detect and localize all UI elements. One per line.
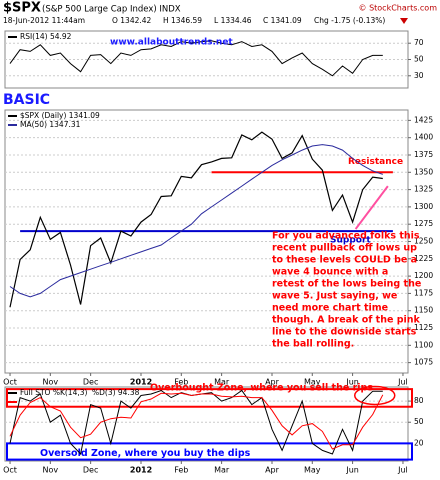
x-tick-label: Oct xyxy=(3,466,17,475)
y-tick-label: 1100 xyxy=(414,340,433,349)
y-tick-label: 70 xyxy=(414,38,424,47)
y-tick-label: 1125 xyxy=(414,323,433,332)
legend-label: %D(3) 94.38 xyxy=(92,388,140,397)
level-label: Support xyxy=(330,236,371,246)
y-tick-label: 1275 xyxy=(414,219,433,228)
series-line xyxy=(9,40,383,77)
series-line xyxy=(9,131,383,308)
zone-label: Overbought Zone, where you sell the rips xyxy=(150,383,373,394)
y-tick-label: 50 xyxy=(414,417,424,426)
legend-label: RSI(14) 54.92 xyxy=(20,32,72,41)
y-tick-label: 1400 xyxy=(414,133,433,142)
x-tick-label: Nov xyxy=(43,466,59,475)
series-line xyxy=(9,144,383,298)
annotation: the ball rolling. xyxy=(272,339,354,350)
y-tick-label: 30 xyxy=(414,71,424,80)
x-tick-label: Mar xyxy=(214,378,230,387)
y-tick-label: 1350 xyxy=(414,167,433,176)
y-tick-label: 1150 xyxy=(414,306,433,315)
annotation: need more chart time xyxy=(272,303,388,314)
annotation: For you advanced folks this xyxy=(272,231,420,242)
x-tick-label: Oct xyxy=(3,378,17,387)
x-tick-label: 2012 xyxy=(130,378,152,387)
annotation: recent pullback off lows up xyxy=(272,243,417,254)
x-tick-label: Jun xyxy=(345,378,359,387)
x-tick-label: Nov xyxy=(43,378,59,387)
y-tick-label: 1250 xyxy=(414,237,433,246)
x-tick-label: Dec xyxy=(83,378,98,387)
x-tick-label: 2012 xyxy=(130,466,152,475)
panel-frame xyxy=(4,386,409,462)
x-tick-label: Jul xyxy=(397,378,408,387)
y-tick-label: 1375 xyxy=(414,150,433,159)
x-tick-label: Dec xyxy=(83,466,98,475)
trend-line xyxy=(354,185,389,230)
zone-label: Oversold Zone, where you buy the dips xyxy=(40,448,251,459)
y-tick-label: 1075 xyxy=(414,358,433,367)
x-tick-label: Apr xyxy=(265,378,280,387)
legend-label: MA(50) 1347.31 xyxy=(20,120,81,129)
y-tick-label: 1300 xyxy=(414,202,433,211)
legend-label: Full STO %K(14,3) xyxy=(20,388,88,397)
y-tick-label: 1175 xyxy=(414,288,433,297)
y-tick-label: 50 xyxy=(414,55,424,64)
x-tick-label: May xyxy=(304,378,321,387)
legend-label: $SPX (Daily) 1341.09 xyxy=(20,111,100,120)
quote-low: L 1334.46 xyxy=(214,16,252,25)
symbol: $SPX xyxy=(3,1,41,16)
x-tick-label: Apr xyxy=(265,466,280,475)
annotation: wave 4 bounce with a xyxy=(272,267,388,278)
source: © StockCharts.com xyxy=(359,4,438,13)
y-tick-label: 1325 xyxy=(414,185,433,194)
y-tick-label: 1225 xyxy=(414,254,433,263)
series-line xyxy=(9,392,384,450)
quote-open: O 1342.42 xyxy=(112,16,152,25)
annotation: line to the downside starts xyxy=(272,327,417,338)
highlight-circle xyxy=(354,385,396,406)
y-tick-label: 1200 xyxy=(414,271,433,280)
level-label: Resistance xyxy=(348,157,403,167)
x-tick-label: Feb xyxy=(174,466,188,475)
x-tick-label: Feb xyxy=(174,378,188,387)
quote-change: Chg -1.75 (-0.13%) xyxy=(314,16,385,25)
y-tick-label: 80 xyxy=(414,396,424,405)
x-tick-label: Jul xyxy=(397,466,408,475)
x-tick-label: Jun xyxy=(345,466,359,475)
annotation: retest of the lows being the xyxy=(272,279,421,290)
annotation: wave 5. Just saying, we xyxy=(272,291,397,302)
annotation: though. A break of the pink xyxy=(272,315,421,326)
date: 18-Jun-2012 11:44am xyxy=(3,16,85,25)
down-arrow xyxy=(400,18,408,24)
y-tick-label: 20 xyxy=(414,438,424,447)
symbol-name: (S&P 500 Large Cap Index) INDX xyxy=(42,5,181,15)
quote-close: C 1341.09 xyxy=(263,16,302,25)
zone-box xyxy=(6,388,413,408)
x-tick-label: Mar xyxy=(214,466,230,475)
annotation: to these levels COULD be a xyxy=(272,255,417,266)
quote-high: H 1346.59 xyxy=(163,16,202,25)
zone-box xyxy=(6,442,413,461)
x-tick-label: May xyxy=(304,466,321,475)
annotation: www.allabouttrends.net xyxy=(110,38,233,48)
y-tick-label: 1425 xyxy=(414,115,433,124)
chart-title: BASIC xyxy=(3,92,50,108)
